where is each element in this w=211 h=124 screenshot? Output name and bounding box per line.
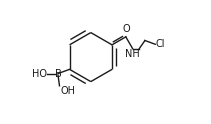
Text: O: O (123, 24, 130, 34)
Text: HO: HO (32, 69, 47, 78)
Text: B: B (55, 69, 61, 78)
Text: Cl: Cl (156, 39, 165, 49)
Text: NH: NH (125, 49, 140, 59)
Text: OH: OH (60, 86, 75, 96)
